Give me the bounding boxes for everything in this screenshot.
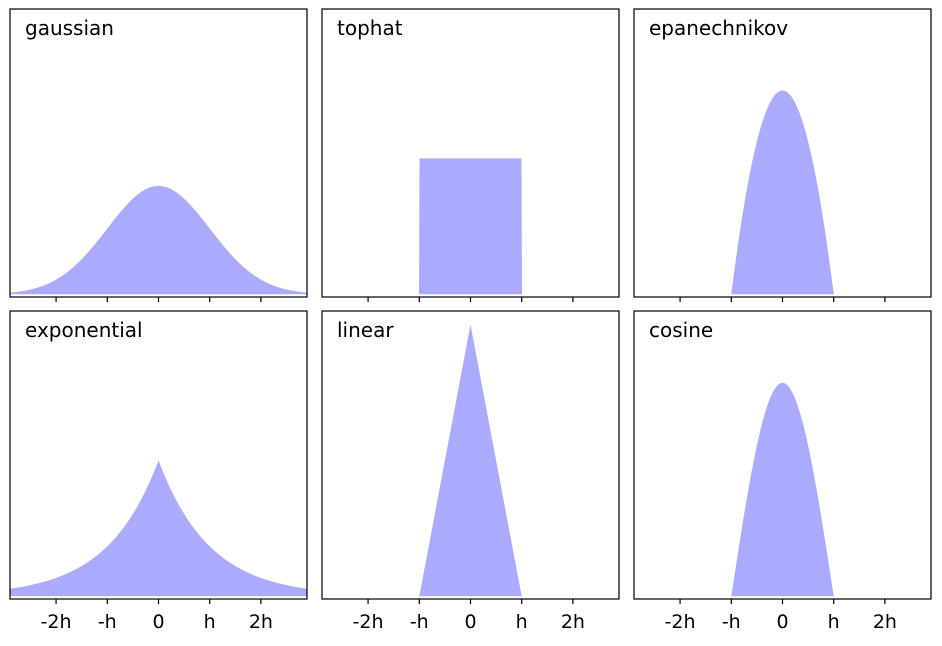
x-tick-label: 2h — [873, 611, 897, 633]
epanechnikov-kernel-area — [634, 90, 931, 295]
kernel-title: linear — [337, 318, 394, 342]
x-tick-label: 0 — [464, 611, 476, 633]
x-tick-label: 2h — [561, 611, 585, 633]
cosine-kernel-area — [634, 382, 931, 597]
tophat-kernel-area — [322, 158, 619, 295]
kernel-title: exponential — [25, 318, 143, 342]
x-tick-label: -2h — [41, 611, 72, 633]
panel-cosine: cosine -2h -h 0 h 2h — [633, 310, 932, 633]
panel-tophat: tophat — [321, 8, 620, 302]
exponential-kernel-area — [10, 460, 307, 597]
kernel-title: gaussian — [25, 16, 114, 40]
x-tick-label: -h — [98, 611, 117, 633]
x-tick-label: -h — [722, 611, 741, 633]
x-tick-label: 0 — [152, 611, 164, 633]
x-tick-label: -2h — [665, 611, 696, 633]
panel-epanechnikov: epanechnikov — [633, 8, 932, 302]
x-tick-label: -h — [410, 611, 429, 633]
x-tick-label: h — [828, 611, 840, 633]
panel-gaussian: gaussian — [9, 8, 308, 302]
panel-linear: linear -2h -h 0 h 2h — [321, 310, 620, 633]
x-tick-label: 0 — [776, 611, 788, 633]
kernel-title: epanechnikov — [649, 16, 788, 40]
linear-kernel-area — [322, 324, 619, 597]
gaussian-kernel-area — [10, 185, 307, 295]
x-tick-label: h — [204, 611, 216, 633]
x-tick-label: -2h — [353, 611, 384, 633]
x-tick-label: h — [516, 611, 528, 633]
kernel-title: tophat — [337, 16, 403, 40]
panel-exponential: exponential -2h -h 0 h 2h — [9, 310, 308, 633]
kernel-title: cosine — [649, 318, 713, 342]
x-tick-label: 2h — [249, 611, 273, 633]
